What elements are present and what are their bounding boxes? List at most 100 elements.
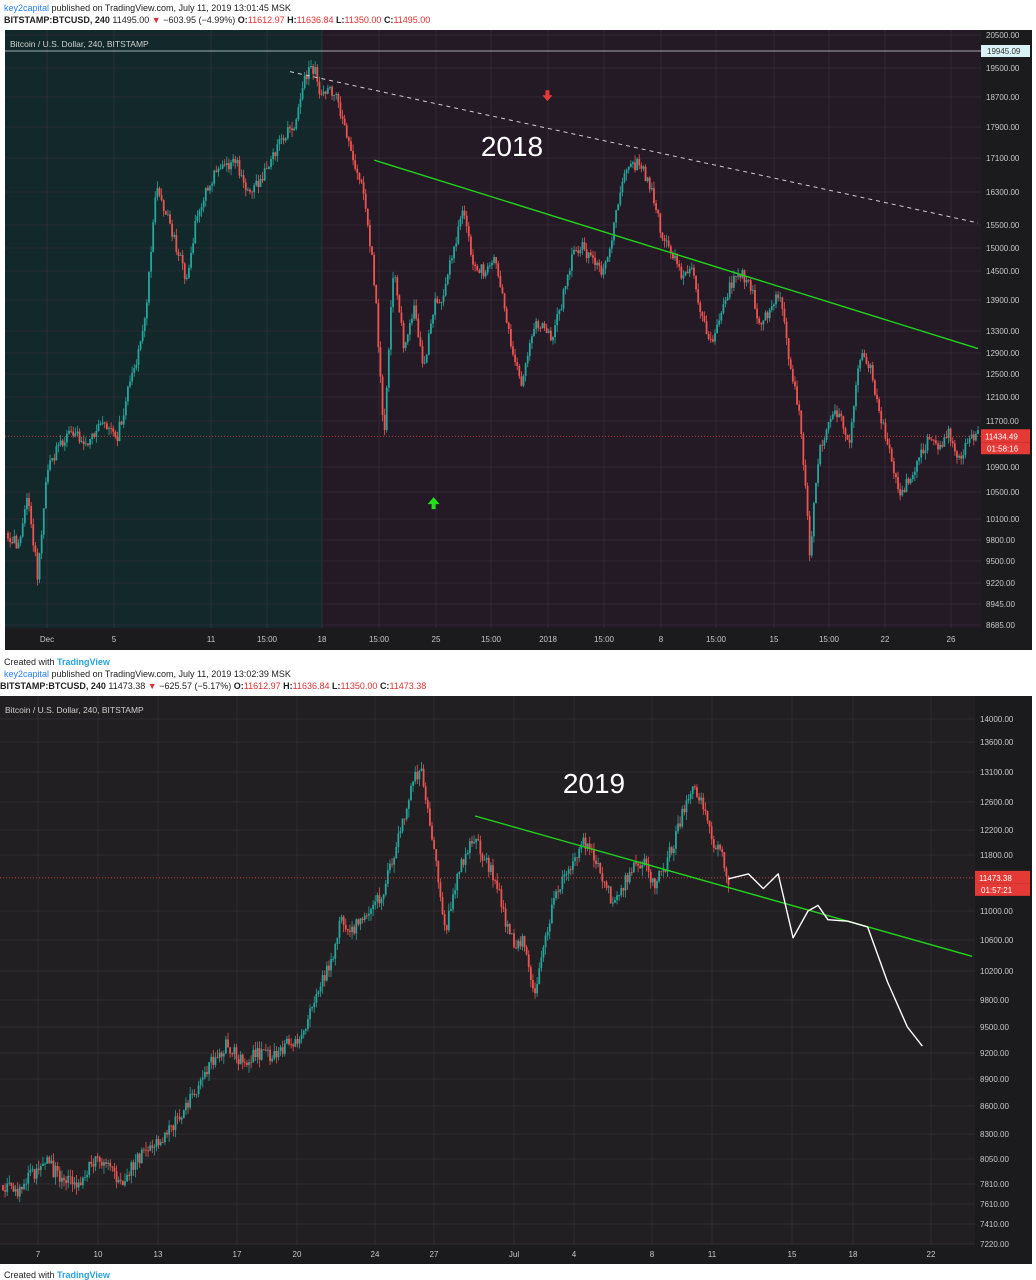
candle-body (634, 162, 636, 171)
candle-body (840, 413, 843, 417)
candle-body (458, 871, 461, 874)
candle-body (516, 362, 519, 366)
candle-body (679, 823, 682, 827)
candle-body (160, 195, 163, 201)
candle-body (607, 886, 610, 888)
candle-body (431, 825, 433, 840)
candle-body (269, 1049, 271, 1062)
x-tick-label: 22 (927, 1250, 936, 1259)
candle-body (7, 533, 9, 539)
tradingview-logo[interactable]: TradingView (57, 1270, 110, 1280)
candle-body (667, 240, 670, 247)
candle-body (718, 320, 721, 325)
candle-body (616, 895, 618, 901)
candle-body (560, 308, 563, 311)
green-trendline[interactable] (374, 159, 979, 350)
candle-body (624, 875, 627, 891)
candle-body (285, 1038, 288, 1044)
down-triangle-icon: ▼ (147, 681, 157, 691)
candle-body (686, 271, 689, 274)
tradingview-logo[interactable]: TradingView (57, 657, 110, 667)
candle-body (39, 1165, 42, 1171)
candle-body (593, 849, 595, 861)
candle-body (672, 848, 675, 853)
candle-body (209, 185, 211, 191)
time-axis[interactable] (0, 1245, 975, 1264)
candle-body (305, 75, 308, 80)
candle-body (773, 304, 775, 307)
chart-panel-2019[interactable]: 2019 Bitcoin / U.S. Dollar, 240, BITSTAM… (0, 696, 1036, 1266)
candle-body (627, 166, 630, 170)
candle-body (128, 1174, 131, 1176)
candle-body (691, 786, 694, 794)
x-tick-label: 15:00 (819, 635, 840, 644)
projection-path[interactable] (728, 873, 923, 1047)
candle-body (363, 915, 366, 920)
candle-body (638, 158, 641, 166)
candle-body (658, 871, 661, 882)
candle-body (958, 455, 960, 458)
candle-body (855, 385, 857, 407)
candle-body (550, 904, 553, 924)
candle-body (962, 455, 965, 459)
candle-body (496, 880, 499, 889)
candle-body (280, 138, 283, 140)
arrow-down-icon[interactable] (542, 90, 553, 102)
candle-body (67, 1175, 70, 1183)
candle-body (400, 312, 403, 323)
candle-body (378, 895, 381, 904)
y-tick-label: 7220.00 (980, 1240, 1009, 1249)
candle-body (265, 168, 268, 170)
candle-body (174, 1116, 177, 1131)
time-axis[interactable] (5, 628, 981, 650)
candle-body (497, 263, 500, 277)
candle-body (615, 210, 617, 223)
candle-body (99, 423, 102, 425)
candle-body (895, 473, 897, 478)
candle-body (614, 900, 616, 903)
x-tick-label: 4 (572, 1250, 577, 1259)
candlestick-chart-2019[interactable]: 2019 Bitcoin / U.S. Dollar, 240, BITSTAM… (0, 696, 1036, 1266)
author-link[interactable]: key2capital (4, 3, 50, 13)
candle-body (701, 312, 704, 317)
countdown-label: 01:58:16 (987, 444, 1019, 453)
candle-body (391, 863, 393, 865)
candle-body (812, 503, 815, 537)
candle-body (173, 235, 176, 237)
candle-body (323, 975, 326, 981)
candle-body (2, 1185, 4, 1191)
price-axis[interactable] (981, 30, 1032, 650)
candle-body (254, 1049, 257, 1058)
candle-body (375, 285, 378, 304)
chart-panel-2018[interactable]: 2018 Bitcoin / U.S. Dollar, 240, BITSTAM… (0, 30, 1036, 655)
candle-body (177, 251, 180, 256)
candle-body (916, 461, 918, 472)
green-trendline[interactable] (474, 815, 973, 957)
candle-body (836, 410, 838, 418)
arrow-up-icon[interactable] (427, 497, 440, 510)
candle-body (366, 208, 369, 226)
candle-body (649, 871, 652, 883)
candle-body (118, 421, 121, 442)
candle-body (930, 439, 933, 441)
candle-body (51, 458, 54, 461)
candle-body (127, 386, 129, 402)
candle-body (481, 854, 484, 861)
candle-body (437, 860, 440, 883)
candle-body (669, 246, 672, 253)
candle-body (407, 800, 410, 809)
y-tick-label: 18700.00 (986, 93, 1020, 102)
candle-body (867, 363, 870, 369)
candle-body (897, 477, 899, 490)
candle-body (466, 852, 469, 854)
author-link[interactable]: key2capital (4, 669, 50, 679)
candle-body (365, 915, 368, 917)
y-tick-label: 8050.00 (980, 1155, 1009, 1164)
price-axis[interactable] (975, 696, 1032, 1264)
candle-body (353, 926, 356, 934)
dashed-trendline[interactable] (289, 71, 979, 224)
candle-body (119, 1179, 122, 1181)
candle-body (737, 274, 740, 277)
candlestick-chart-2018[interactable]: 2018 Bitcoin / U.S. Dollar, 240, BITSTAM… (0, 30, 1036, 655)
candle-body (124, 401, 127, 416)
